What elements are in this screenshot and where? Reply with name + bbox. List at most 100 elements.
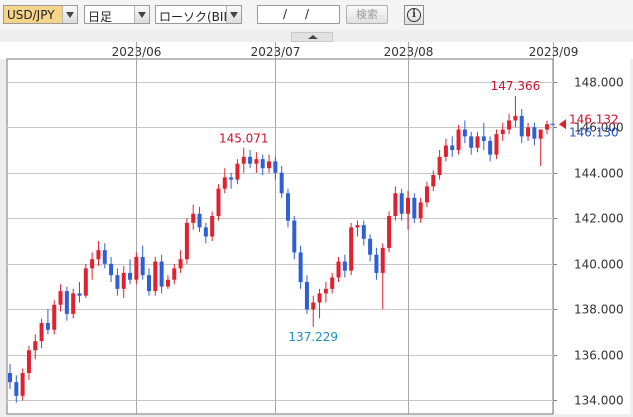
candle-body <box>203 227 208 237</box>
candle <box>475 131 480 153</box>
info-button[interactable]: i <box>404 5 424 25</box>
candle-body <box>14 382 19 396</box>
chevron-down-icon[interactable] <box>134 6 149 23</box>
candle-body <box>469 136 474 148</box>
candle-body <box>380 247 385 273</box>
date-input[interactable]: / / <box>257 5 340 24</box>
candle <box>77 282 82 303</box>
candle <box>159 254 164 294</box>
x-axis-band <box>0 42 633 59</box>
candle <box>128 259 133 285</box>
candle <box>172 263 177 285</box>
candle <box>355 220 360 237</box>
chevron-down-icon[interactable] <box>226 6 241 23</box>
search-button[interactable]: 検索 <box>346 5 388 24</box>
candle <box>519 109 524 144</box>
candle-body <box>33 341 38 351</box>
candle-body <box>260 159 265 169</box>
candle <box>71 288 76 319</box>
candle <box>349 222 354 276</box>
candle <box>178 250 183 273</box>
candle <box>273 156 278 180</box>
candle <box>20 368 25 401</box>
candle-body <box>102 250 107 264</box>
plot-area <box>6 58 554 415</box>
candle-body <box>121 272 126 289</box>
candle <box>456 124 461 155</box>
candle <box>26 345 31 380</box>
candle <box>311 295 316 327</box>
candle <box>292 216 297 260</box>
candle <box>538 129 543 166</box>
candle-body <box>431 175 436 187</box>
collapse-toolbar-toggle[interactable] <box>291 32 333 42</box>
candle <box>254 152 259 173</box>
period-select[interactable]: 日足 <box>84 5 150 24</box>
candle-body <box>336 261 341 278</box>
candle <box>52 300 57 335</box>
candle <box>191 204 196 230</box>
candle-body <box>368 238 373 255</box>
candle-body <box>159 261 164 287</box>
candle <box>424 181 429 207</box>
candle-body <box>488 140 493 155</box>
candle <box>64 286 69 321</box>
date-separator: / <box>305 7 310 21</box>
candle-body <box>418 202 423 219</box>
chart-type-value: ローソク(BID) <box>159 10 238 24</box>
candle <box>241 147 246 173</box>
candle <box>197 206 202 232</box>
currency-pair-select[interactable]: USD/JPY <box>3 5 78 24</box>
candle <box>342 254 347 278</box>
candle <box>330 272 335 294</box>
candle-body <box>500 129 505 135</box>
x-tick-label: 2023/08 <box>384 45 434 59</box>
x-tick-label: 2023/06 <box>112 45 162 59</box>
candle-body <box>184 222 189 260</box>
candle-body <box>273 161 278 173</box>
candle <box>146 268 151 296</box>
candle-body <box>77 293 82 296</box>
candle-body <box>538 129 543 139</box>
candle <box>298 245 303 289</box>
candle <box>393 186 398 221</box>
candle-body <box>450 145 455 151</box>
chevron-down-icon[interactable] <box>62 6 77 23</box>
candle <box>368 234 373 262</box>
y-axis-area <box>553 59 630 414</box>
candle-body <box>178 259 183 269</box>
candle-body <box>456 129 461 151</box>
candle <box>140 245 145 280</box>
info-icon: i <box>407 8 421 22</box>
candle-body <box>443 145 448 157</box>
candle-body <box>304 282 309 310</box>
candle <box>387 211 392 253</box>
candle-body <box>361 225 366 239</box>
candle <box>33 334 38 360</box>
y-tick-label: 142.000 <box>574 212 624 226</box>
y-tick-label: 134.000 <box>574 394 624 408</box>
candle <box>323 282 328 303</box>
candle-body <box>513 115 518 121</box>
candle-body <box>58 291 63 305</box>
candle-body <box>406 197 411 214</box>
candle <box>248 150 253 169</box>
candle-body <box>109 263 114 276</box>
candle <box>90 252 95 280</box>
candle <box>58 284 63 312</box>
chart-type-select[interactable]: ローソク(BID) <box>155 5 242 24</box>
y-tick-label: 136.000 <box>574 349 624 363</box>
candle-body <box>64 291 69 314</box>
candle-body <box>128 272 133 280</box>
candle <box>374 247 379 280</box>
candle-body <box>210 216 215 237</box>
candle <box>184 218 189 264</box>
candle-body <box>197 213 202 228</box>
candle-body <box>26 350 31 374</box>
current-bid-label: 146.130 <box>569 125 619 139</box>
candle-body <box>39 322 44 342</box>
candle-body <box>481 136 486 141</box>
high-price-label: 145.071 <box>219 131 269 145</box>
candle <box>513 96 518 128</box>
candle <box>121 266 126 298</box>
